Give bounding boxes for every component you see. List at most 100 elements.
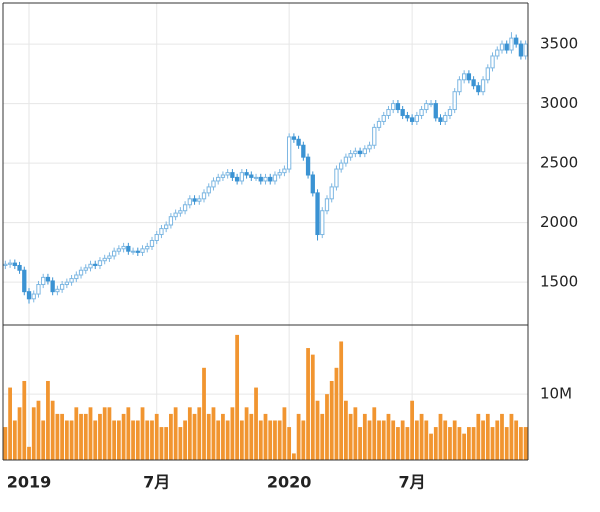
candle-body [168, 216, 174, 226]
candle-body [296, 138, 301, 146]
volume-bar [291, 453, 296, 460]
volume-bar [448, 427, 452, 460]
candle-body [320, 210, 325, 236]
volume-bar [140, 407, 145, 460]
volume-bar [277, 420, 282, 460]
volume-bar [377, 420, 381, 460]
candle-body [50, 280, 55, 293]
candle-body [41, 276, 46, 286]
candle-body [3, 263, 8, 266]
candle-body [480, 79, 486, 93]
volume-bar [320, 413, 325, 460]
candle-body [164, 224, 169, 230]
candle-body [230, 172, 235, 178]
volume-bar [254, 387, 258, 460]
candle-body [88, 263, 93, 269]
volume-bar [348, 413, 353, 460]
volume-bar [64, 420, 69, 460]
candle-body [514, 37, 519, 45]
candle-body [145, 245, 150, 250]
volume-bar [287, 427, 292, 460]
candle-body [64, 281, 70, 286]
candle-body [159, 228, 164, 236]
candle-body [400, 109, 405, 116]
candle-body [348, 153, 353, 158]
candle-body [476, 85, 481, 93]
candle-body [211, 180, 216, 188]
volume-bar [372, 407, 377, 460]
candle-body [310, 174, 315, 194]
candle-body [59, 284, 65, 290]
volume-bar [164, 427, 169, 460]
candle-body [36, 284, 41, 295]
volume-bar [31, 407, 36, 460]
candle-body [31, 293, 36, 300]
volume-bar [362, 413, 367, 460]
candle-body [353, 150, 358, 155]
candle-body [17, 264, 22, 271]
candle-body [291, 136, 297, 140]
volume-bar [519, 427, 523, 460]
candle-body [12, 262, 17, 266]
candle-body [282, 168, 287, 174]
candle-body [154, 234, 159, 241]
candle-body [343, 156, 349, 164]
candle-body [324, 198, 330, 212]
volume-bar [315, 400, 320, 460]
volume-bar [443, 420, 448, 460]
candle-body [471, 79, 476, 87]
volume-bar [221, 413, 225, 460]
x-tick-label: 2020 [267, 473, 312, 492]
volume-bar [523, 427, 528, 460]
candle-body [126, 245, 131, 252]
volume-bar [263, 413, 268, 460]
candle-body [329, 186, 334, 200]
volume-bar [452, 420, 457, 460]
volume-bar [405, 427, 410, 460]
candle-body [409, 117, 415, 122]
candle-body [461, 73, 467, 81]
y-tick-label: 3500 [540, 35, 578, 53]
volume-bar [88, 407, 93, 460]
candle-body [244, 172, 249, 176]
volume-bar [500, 413, 504, 460]
candle-body [277, 172, 282, 176]
candle-body [452, 91, 457, 111]
x-tick-label: 7月 [143, 473, 170, 492]
volume-bar [249, 413, 254, 460]
candle-body [201, 192, 207, 200]
volume-bar [83, 413, 88, 460]
candle-body [26, 291, 32, 300]
volume-bar [202, 367, 206, 460]
volume-bar [490, 427, 495, 460]
x-tick-label: 2019 [7, 473, 52, 492]
volume-bar [3, 427, 8, 460]
candle-body [466, 73, 472, 81]
candle-body [376, 120, 382, 128]
volume-bar [169, 413, 173, 460]
candle-body [523, 43, 528, 57]
candle-body [45, 276, 51, 282]
candle-body [93, 263, 98, 266]
x-tick-label: 7月 [399, 473, 426, 492]
volume-bar [414, 420, 419, 460]
candle-body [499, 43, 505, 51]
candle-body [405, 114, 410, 119]
volume-bar [429, 433, 433, 460]
candle-body [490, 55, 495, 69]
candle-body [83, 267, 88, 271]
volume-bar [74, 407, 79, 460]
volume-bar [386, 413, 391, 460]
volume-bar [462, 433, 467, 460]
volume-bar [244, 407, 249, 460]
candle-body [187, 198, 192, 206]
volume-bar [121, 413, 126, 460]
volume-bar [310, 354, 315, 460]
volume-bar [178, 427, 183, 460]
volume-bar [325, 394, 329, 460]
candle-body [286, 136, 292, 170]
volume-bar [55, 413, 60, 460]
volume-bar [396, 427, 400, 460]
volume-bar [145, 420, 150, 460]
volume-bar [192, 413, 197, 460]
